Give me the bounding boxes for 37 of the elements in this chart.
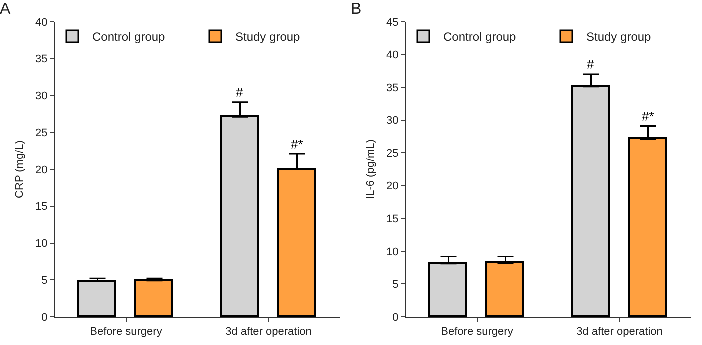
y-tick-label: 40 [36,16,48,29]
legend-label: Control group [444,30,517,44]
x-tick-label: 3d after operation [576,326,663,338]
annotation: # [587,57,595,72]
y-axis-title: CRP (mg/L) [14,140,26,198]
y-tick-label: 25 [36,127,48,140]
y-tick-label: 0 [42,312,48,324]
y-tick-label: 35 [36,54,48,66]
y-tick-label: 20 [386,180,399,193]
x-tick-label: Before surgery [90,326,163,338]
y-tick-label: 45 [386,16,399,29]
y-tick-label: 30 [386,115,399,128]
bar [78,280,116,317]
legend-label: Study group [236,30,301,44]
y-tick-label: 5 [42,274,48,287]
y-axis-title: IL-6 (pg/mL) [365,140,377,200]
y-tick-label: 25 [386,148,399,160]
bar [134,280,173,317]
y-tick-label: 15 [386,214,399,226]
x-tick-label: Before surgery [441,326,514,338]
y-tick-label: 15 [36,201,48,214]
chart-title: B [351,1,362,18]
annotation: #* [291,137,304,152]
legend-label: Study group [586,30,652,44]
x-tick-label: 3d after operation [226,326,312,338]
y-tick-label: 40 [386,50,399,62]
annotation: # [236,85,244,100]
legend-label: Control group [92,30,166,44]
y-tick-label: 0 [392,312,399,324]
y-tick-label: 5 [392,279,399,292]
y-tick-label: 30 [36,90,48,103]
y-tick-label: 35 [386,82,399,94]
chart-title: A [0,1,11,18]
annotation: #* [642,109,654,124]
y-tick-label: 10 [36,238,48,250]
y-tick-label: 10 [386,246,399,258]
y-tick-label: 20 [36,164,48,176]
